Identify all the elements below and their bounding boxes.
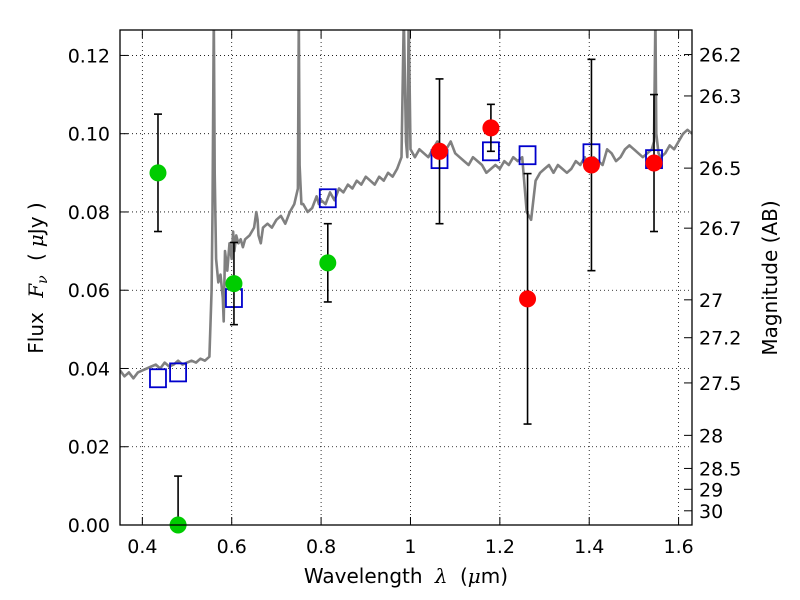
spectrum-layer [120, 30, 692, 380]
nir-detection-point [482, 119, 500, 137]
y-axis-nu-subscript: ν [35, 275, 51, 284]
x-axis-label-text: Wavelength [304, 564, 423, 588]
magnitude-axis-label: Magnitude (AB) [758, 200, 782, 355]
mag-tick-label: 28.5 [699, 458, 741, 480]
plot-frame [119, 29, 693, 526]
mag-tick-label: 27.2 [699, 328, 741, 350]
y-tick-label: 0.00 [68, 515, 110, 537]
model-photometry-point [518, 145, 537, 166]
x-tick-label: 1 [404, 536, 416, 558]
x-tick-label: 1.4 [574, 536, 604, 558]
x-tick-label: 0.4 [127, 536, 157, 558]
x-tick-label: 0.6 [217, 536, 247, 558]
optical-detection-point [319, 254, 337, 272]
y-axis-unit-open: ( [24, 253, 48, 261]
y-tick-label: 0.08 [68, 202, 110, 224]
y-axis-label-text: Flux [24, 312, 48, 354]
ticks-layer: 0.4 0.6 0.8 1 1.2 1.4 1.6 0.00 0.02 0.04 0.06 0.08 0… [68, 30, 741, 558]
mag-tick-label: 26.7 [699, 218, 741, 240]
y-axis-unit-rest: Jy ) [24, 202, 48, 236]
mag-tick-label: 26.3 [699, 86, 741, 108]
mag-tick-label: 26.2 [699, 45, 741, 67]
nir-detection-point [582, 156, 600, 174]
x-axis-unit-rest: m) [481, 564, 508, 588]
points-layer [149, 58, 663, 534]
optical-detection-point [149, 164, 167, 182]
y-tick-label: 0.06 [68, 280, 110, 302]
nir-detection-point [519, 290, 537, 308]
y-axis-label: Flux Fν ( μJy ) [24, 202, 52, 353]
optical-detection-point [225, 275, 243, 293]
x-axis-lambda: λ [434, 564, 448, 588]
model-photometry-point [318, 188, 337, 209]
y-tick-label: 0.04 [68, 358, 110, 380]
nir-detection-point [431, 142, 449, 160]
x-tick-label: 1.6 [663, 536, 693, 558]
x-axis-unit-open: ( [460, 564, 468, 588]
mag-tick-label: 30 [699, 501, 723, 523]
x-axis-label: Wavelength λ (μm) [304, 564, 508, 588]
y-axis-unit-mu: μ [24, 234, 48, 247]
spectrum-line [120, 30, 692, 380]
mag-tick-label: 26.5 [699, 158, 741, 180]
mag-tick-label: 27 [699, 290, 723, 312]
mag-tick-label: 29 [699, 479, 723, 501]
y-tick-label: 0.02 [68, 437, 110, 459]
mag-tick-label: 28 [699, 425, 723, 447]
y-axis-f-symbol: F [24, 283, 48, 299]
x-axis-unit-mu: μ [468, 564, 481, 588]
mag-tick-label: 27.5 [699, 373, 741, 395]
y-tick-label: 0.10 [68, 124, 110, 146]
model-photometry-point [149, 368, 167, 389]
y-tick-label: 0.12 [68, 45, 110, 67]
x-tick-label: 0.8 [306, 536, 336, 558]
nir-detection-point [645, 154, 663, 172]
model-photometry-point [169, 362, 187, 383]
x-tick-label: 1.2 [485, 536, 515, 558]
